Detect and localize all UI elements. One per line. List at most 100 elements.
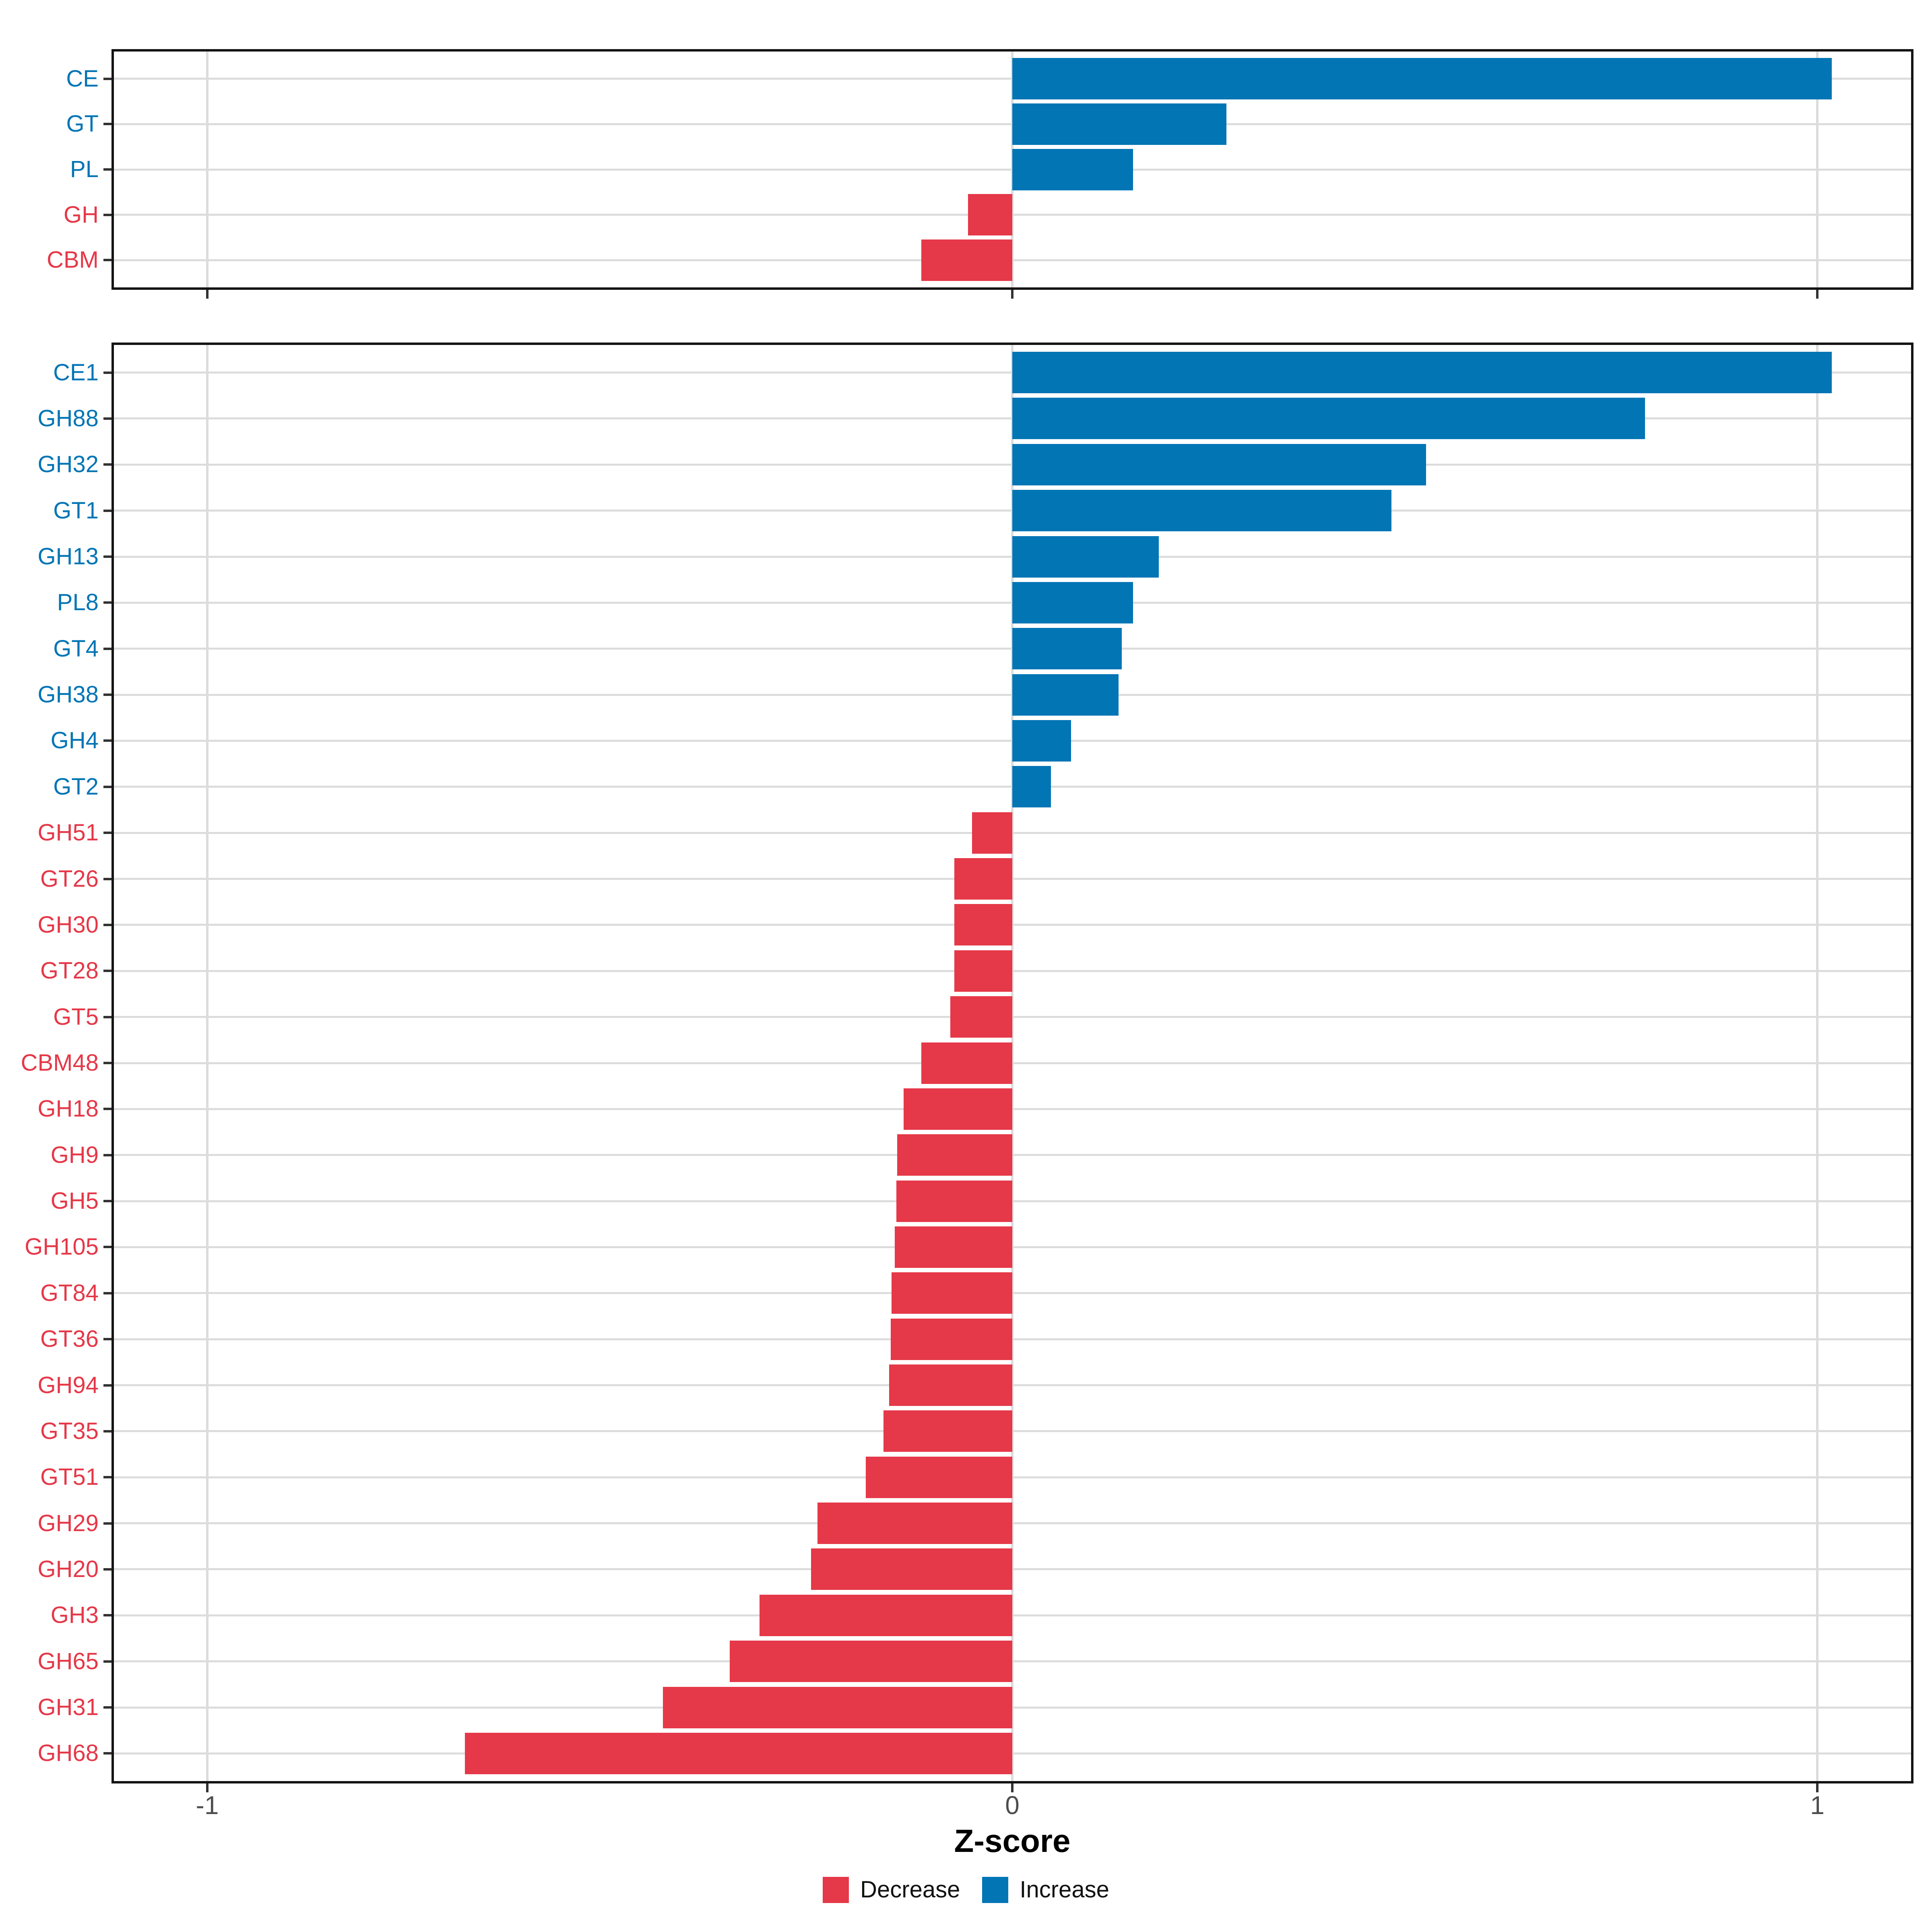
y-tick-GH51	[103, 832, 111, 834]
legend-label-decrease: Decrease	[860, 1876, 960, 1903]
bar-GH29	[817, 1503, 1012, 1544]
category-label-CBM48: CBM48	[21, 1050, 99, 1076]
category-label-GH4: GH4	[50, 727, 99, 754]
bar-GH94	[889, 1364, 1012, 1406]
x-axis-title: Z-score	[954, 1823, 1071, 1859]
x-tick-0-panel-1	[1011, 1783, 1013, 1792]
y-tick-GH32	[103, 463, 111, 466]
x-tick--1-panel-1	[206, 1783, 208, 1792]
y-tick-GT28	[103, 970, 111, 972]
y-tick-GH	[103, 213, 111, 216]
y-tick-GH5	[103, 1200, 111, 1203]
category-label-GH38: GH38	[37, 681, 99, 708]
x-tick-0-panel-0	[1011, 290, 1013, 299]
legend-item-increase: Increase	[982, 1876, 1109, 1904]
y-tick-GH20	[103, 1568, 111, 1571]
panel-cazyme-family	[111, 343, 1913, 1783]
category-label-GT2: GT2	[53, 773, 99, 800]
legend-label-increase: Increase	[1020, 1876, 1109, 1903]
y-tick-GH94	[103, 1384, 111, 1387]
bar-CE	[1012, 58, 1832, 100]
y-tick-GH30	[103, 923, 111, 926]
y-tick-GT1	[103, 509, 111, 512]
category-label-GT84: GT84	[40, 1280, 99, 1306]
legend-key-increase	[982, 1876, 1009, 1903]
y-tick-GH105	[103, 1246, 111, 1249]
y-tick-GH3	[103, 1614, 111, 1617]
y-tick-GH31	[103, 1706, 111, 1709]
y-tick-GT4	[103, 647, 111, 650]
legend-key-decrease	[823, 1876, 849, 1903]
category-label-GH9: GH9	[50, 1141, 99, 1168]
category-label-GT26: GT26	[40, 865, 99, 892]
y-tick-GH4	[103, 739, 111, 742]
bar-GT26	[954, 858, 1012, 900]
bar-GT5	[950, 996, 1012, 1038]
gridline-x-1	[1816, 52, 1818, 287]
category-label-GH32: GH32	[37, 451, 99, 478]
category-label-CE1: CE1	[53, 359, 99, 386]
y-tick-GH18	[103, 1108, 111, 1110]
category-label-GH20: GH20	[37, 1556, 99, 1582]
category-label-GH51: GH51	[37, 819, 99, 846]
y-tick-PL	[103, 168, 111, 171]
y-tick-GT84	[103, 1292, 111, 1294]
category-label-GH105: GH105	[25, 1234, 99, 1260]
category-label-GH: GH	[64, 201, 99, 228]
category-label-PL: PL	[70, 156, 99, 182]
legend-item-decrease: Decrease	[823, 1876, 960, 1904]
y-tick-GT26	[103, 877, 111, 880]
category-label-GH3: GH3	[50, 1602, 99, 1629]
bar-GH88	[1012, 398, 1645, 440]
bar-GH105	[895, 1226, 1012, 1268]
y-tick-GT36	[103, 1338, 111, 1341]
category-label-GH30: GH30	[37, 911, 99, 938]
category-label-CBM: CBM	[47, 247, 99, 273]
category-label-GH94: GH94	[37, 1372, 99, 1398]
bar-GT84	[892, 1272, 1012, 1314]
bar-PL8	[1012, 582, 1133, 623]
bar-PL	[1012, 149, 1133, 190]
x-tick-label--1: -1	[196, 1791, 219, 1820]
x-tick-label-0: 0	[1005, 1791, 1020, 1820]
category-label-GH65: GH65	[37, 1648, 99, 1674]
bar-GT	[1012, 103, 1226, 145]
bar-GH18	[904, 1088, 1012, 1130]
bar-GH31	[663, 1686, 1012, 1728]
category-label-GT36: GT36	[40, 1326, 99, 1352]
gridline-x--1	[206, 52, 208, 287]
bar-GH68	[465, 1732, 1012, 1774]
bar-GH3	[760, 1594, 1012, 1636]
category-label-GH13: GH13	[37, 543, 99, 570]
panel-cazyme-class	[111, 49, 1913, 290]
y-tick-GT	[103, 123, 111, 126]
category-label-CE: CE	[66, 65, 99, 92]
bar-GT1	[1012, 490, 1391, 532]
gridline-x--1	[206, 345, 208, 1781]
y-tick-GH68	[103, 1752, 111, 1755]
y-tick-GH9	[103, 1154, 111, 1156]
x-tick-label-1: 1	[1810, 1791, 1825, 1820]
y-tick-GT35	[103, 1430, 111, 1432]
bar-GT2	[1012, 766, 1051, 808]
gridline-x-1	[1816, 345, 1818, 1781]
y-tick-CBM	[103, 259, 111, 262]
legend: Decrease Increase	[0, 1872, 1932, 1908]
category-label-GT: GT	[66, 111, 99, 137]
bar-GH13	[1012, 536, 1159, 578]
y-tick-CE	[103, 77, 111, 80]
bar-GT51	[866, 1456, 1012, 1498]
bar-GT28	[954, 950, 1012, 992]
bar-GH20	[811, 1548, 1012, 1590]
category-label-GH68: GH68	[37, 1740, 99, 1767]
gridline-x-0	[1011, 345, 1013, 1781]
y-tick-GH38	[103, 694, 111, 696]
bar-GH51	[972, 812, 1012, 854]
y-tick-GT5	[103, 1016, 111, 1018]
bar-GH32	[1012, 444, 1426, 485]
category-label-GH5: GH5	[50, 1188, 99, 1214]
x-tick-1-panel-0	[1816, 290, 1818, 299]
y-tick-GH13	[103, 555, 111, 558]
category-label-GT1: GT1	[53, 497, 99, 524]
